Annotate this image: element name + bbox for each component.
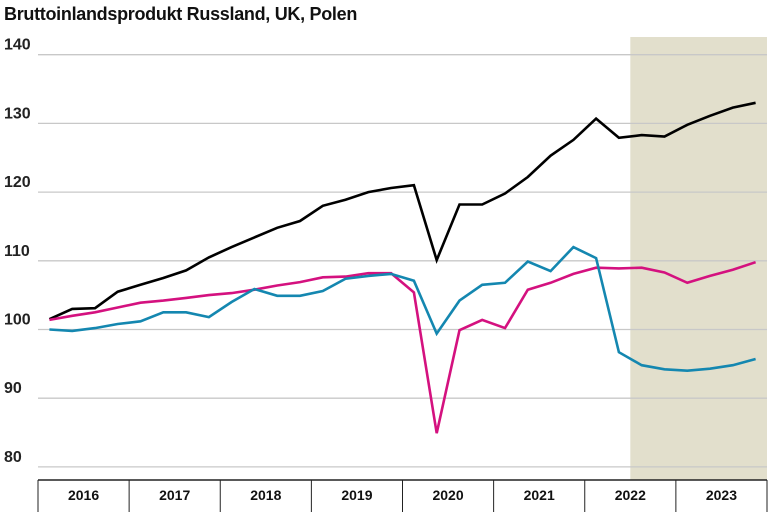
series-line-0 xyxy=(48,101,756,321)
y-tick-label: 100 xyxy=(4,312,31,329)
x-tick-label: 2021 xyxy=(524,487,555,503)
series-line-2 xyxy=(49,245,756,373)
y-tick-label: 90 xyxy=(4,380,22,397)
x-tick-label: 2017 xyxy=(159,487,190,503)
y-tick-label: 80 xyxy=(4,449,22,466)
y-tick-label: 110 xyxy=(4,243,30,260)
x-tick-label: 2016 xyxy=(68,487,99,503)
y-tick-label: 130 xyxy=(4,105,31,122)
y-tick-label: 140 xyxy=(4,37,31,54)
chart-title: Bruttoinlandsprodukt Russland, UK, Polen xyxy=(4,4,358,24)
y-tick-label: 120 xyxy=(4,174,31,191)
x-tick-label: 2019 xyxy=(341,487,372,503)
forecast-shading xyxy=(630,37,767,480)
x-tick-label: 2020 xyxy=(432,487,463,503)
x-tick-label: 2022 xyxy=(615,487,646,503)
x-tick-label: 2023 xyxy=(706,487,737,503)
series-line-1 xyxy=(49,260,757,434)
x-tick-label: 2018 xyxy=(250,487,281,503)
